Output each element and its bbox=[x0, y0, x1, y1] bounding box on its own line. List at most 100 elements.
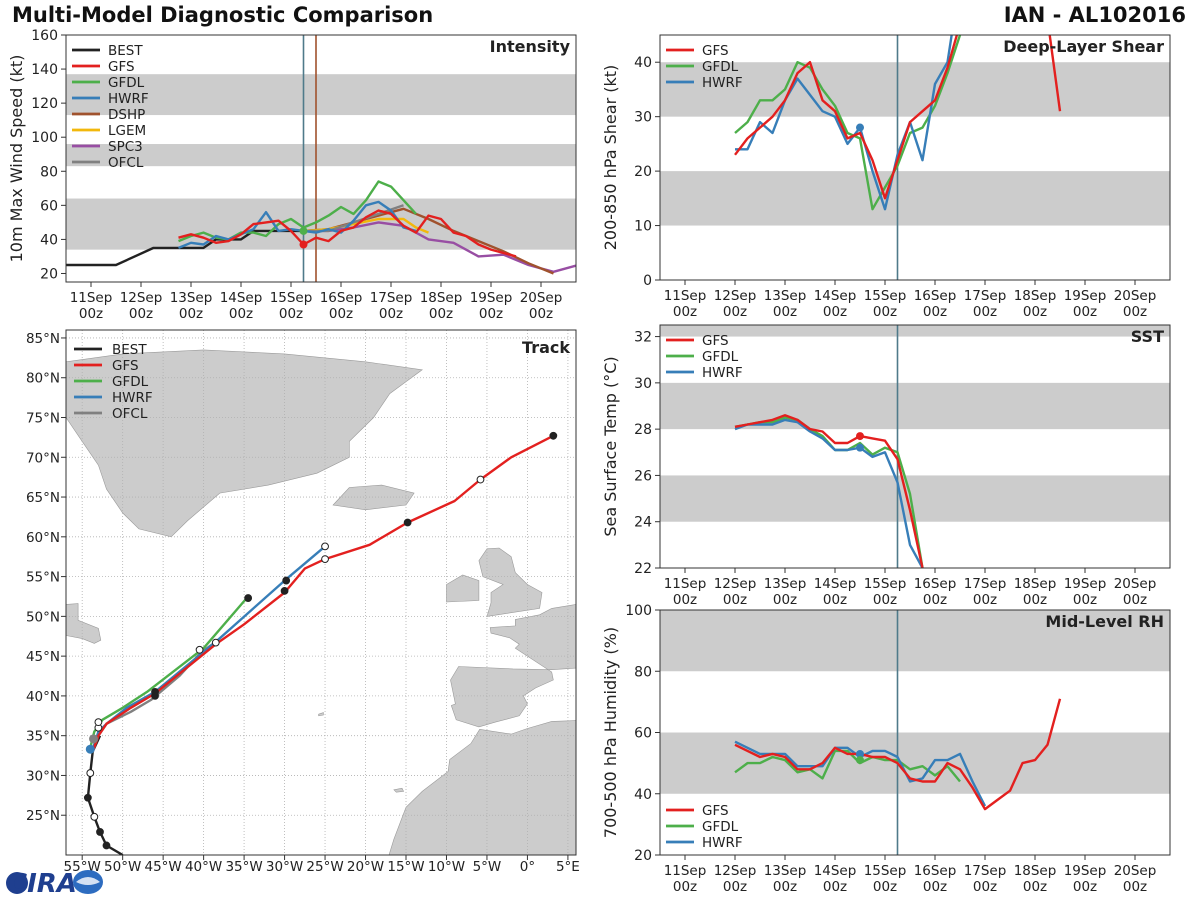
sst-xtick-label: 00z bbox=[673, 592, 697, 608]
sst-ytick-label: 24 bbox=[634, 515, 652, 531]
legend-label-ofcl: OFCL bbox=[108, 155, 144, 171]
land-canary bbox=[393, 787, 405, 793]
intensity-xtick-label: 00z bbox=[379, 306, 403, 322]
rh-ytick-label: 20 bbox=[634, 848, 652, 864]
land-africa bbox=[388, 720, 576, 855]
shear-title: Deep-Layer Shear bbox=[1003, 37, 1164, 56]
legend-label-gfs: GFS bbox=[108, 59, 135, 75]
legend-label-gfdl: GFDL bbox=[702, 349, 739, 365]
track-position-dot bbox=[96, 828, 104, 836]
track-xtick-label: 50°W bbox=[104, 859, 141, 875]
legend-label-best: BEST bbox=[108, 43, 143, 59]
track-position-dot bbox=[90, 812, 99, 821]
legend-label-hwrf: HWRF bbox=[702, 75, 743, 91]
sst-xtick-label: 18Sep bbox=[1014, 576, 1057, 592]
intensity-title: Intensity bbox=[490, 37, 571, 56]
track-position-dot bbox=[321, 555, 329, 563]
intensity-ytick-label: 160 bbox=[31, 28, 58, 44]
track-ytick-label: 65°N bbox=[26, 490, 60, 506]
shear-ylabel: 200-850 hPa Shear (kt) bbox=[601, 65, 620, 251]
shear-band bbox=[660, 171, 1170, 226]
intensity-xtick-label: 18Sep bbox=[420, 290, 463, 306]
intensity-xtick-label: 00z bbox=[329, 306, 353, 322]
shear-xtick-label: 11Sep bbox=[664, 288, 707, 304]
track-position-dot bbox=[476, 475, 485, 484]
track-ytick-label: 50°N bbox=[26, 609, 60, 625]
intensity-ytick-label: 140 bbox=[31, 62, 58, 78]
intensity-xtick-label: 00z bbox=[79, 306, 103, 322]
track-legend-label-gfdl: GFDL bbox=[112, 374, 149, 390]
sst-xtick-label: 15Sep bbox=[864, 576, 907, 592]
shear-xtick-label: 00z bbox=[1023, 304, 1047, 320]
track-position-dot bbox=[86, 769, 95, 777]
intensity-series-gfdl bbox=[178, 180, 417, 243]
shear-xtick-label: 00z bbox=[1123, 304, 1147, 320]
rh-title: Mid-Level RH bbox=[1045, 612, 1164, 631]
sst-ytick-label: 28 bbox=[634, 422, 652, 438]
shear-xtick-label: 20Sep bbox=[1114, 288, 1157, 304]
intensity-xtick-label: 17Sep bbox=[370, 290, 413, 306]
sst-xtick-label: 00z bbox=[823, 592, 847, 608]
track-xtick-label: 10°W bbox=[428, 859, 465, 875]
track-position-dot bbox=[321, 542, 329, 551]
sst-band bbox=[660, 382, 1170, 430]
rh-ytick-label: 100 bbox=[625, 603, 652, 619]
sst-xtick-label: 00z bbox=[1073, 592, 1097, 608]
rh-xtick-label: 00z bbox=[723, 879, 747, 895]
track-ytick-label: 30°N bbox=[26, 768, 60, 784]
intensity-xtick-label: 11Sep bbox=[70, 290, 113, 306]
rh-xtick-label: 11Sep bbox=[664, 863, 707, 879]
shear-frame bbox=[659, 34, 1171, 281]
rh-xtick-label: 12Sep bbox=[714, 863, 757, 879]
rh-band bbox=[660, 732, 1170, 794]
track-xtick-label: 30°W bbox=[266, 859, 303, 875]
legend-label-gfs: GFS bbox=[702, 333, 729, 349]
shear-chart: 01020304011Sep00z12Sep00z13Sep00z14Sep00… bbox=[601, 34, 1171, 320]
sst-ytick-label: 30 bbox=[634, 376, 652, 392]
land-azores bbox=[318, 712, 324, 717]
track-xtick-label: 45°W bbox=[145, 859, 182, 875]
rh-xtick-label: 14Sep bbox=[814, 863, 857, 879]
rh-xtick-label: 00z bbox=[973, 879, 997, 895]
land-ireland bbox=[446, 574, 480, 603]
shear-xtick-label: 17Sep bbox=[964, 288, 1007, 304]
intensity-frame bbox=[65, 34, 577, 283]
track-ytick-label: 40°N bbox=[26, 689, 60, 705]
shear-ytick-label: 40 bbox=[634, 55, 652, 71]
rh-xtick-label: 00z bbox=[823, 879, 847, 895]
sst-xtick-label: 00z bbox=[1123, 592, 1147, 608]
rh-xtick-label: 15Sep bbox=[864, 863, 907, 879]
sst-xtick-label: 00z bbox=[873, 592, 897, 608]
intensity-xtick-label: 16Sep bbox=[320, 290, 363, 306]
intensity-ylabel: 10m Max Wind Speed (kt) bbox=[7, 55, 26, 263]
sst-ytick-label: 22 bbox=[634, 561, 652, 577]
rh-ytick-label: 80 bbox=[634, 664, 652, 680]
legend-label-hwrf: HWRF bbox=[702, 835, 743, 851]
track-ytick-label: 70°N bbox=[26, 450, 60, 466]
shear-xtick-label: 00z bbox=[823, 304, 847, 320]
rh-xtick-label: 00z bbox=[1023, 879, 1047, 895]
track-legend-label-hwrf: HWRF bbox=[112, 390, 153, 406]
rh-ytick-label: 60 bbox=[634, 726, 652, 742]
sst-xtick-label: 19Sep bbox=[1064, 576, 1107, 592]
track-position-dot bbox=[244, 594, 253, 602]
intensity-xtick-label: 00z bbox=[129, 306, 153, 322]
rh-marker-gfdl bbox=[856, 756, 864, 765]
land-britain bbox=[478, 547, 543, 617]
sst-ylabel: Sea Surface Temp (°C) bbox=[601, 356, 620, 536]
track-legend-label-gfs: GFS bbox=[112, 358, 139, 374]
rh-band bbox=[660, 610, 1170, 672]
intensity-xtick-label: 00z bbox=[179, 306, 203, 322]
sst-marker-hwrf bbox=[856, 443, 864, 452]
legend-label-lgem: LGEM bbox=[108, 123, 146, 139]
land-iceland bbox=[332, 484, 415, 511]
intensity-band bbox=[66, 144, 576, 167]
track-position-dot bbox=[102, 841, 111, 850]
land-newfoundland bbox=[66, 603, 102, 644]
sst-xtick-label: 00z bbox=[723, 592, 747, 608]
track-xtick-label: 40°W bbox=[185, 859, 222, 875]
intensity-ytick-label: 20 bbox=[40, 266, 58, 282]
rh-xtick-label: 19Sep bbox=[1064, 863, 1107, 879]
intensity-ytick-label: 100 bbox=[31, 130, 58, 146]
track-position-dot bbox=[211, 638, 220, 647]
